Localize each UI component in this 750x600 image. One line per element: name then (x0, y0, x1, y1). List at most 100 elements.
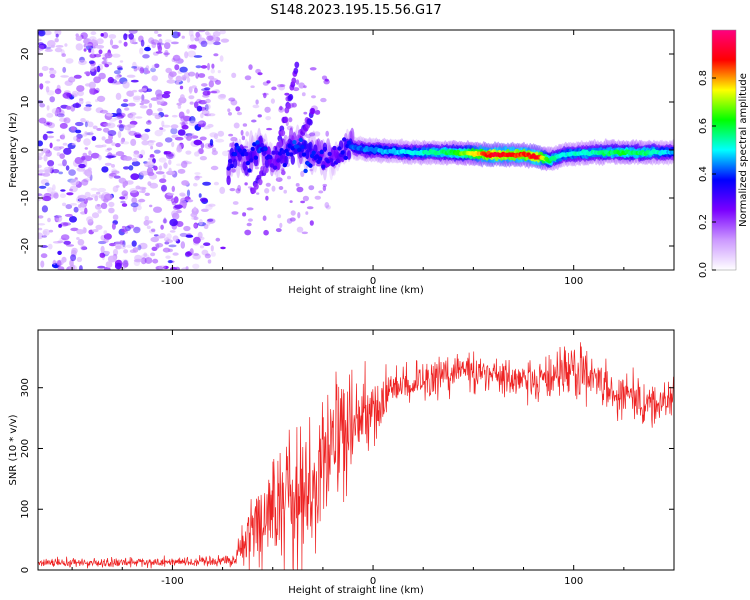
spectrogram-noise-cell (75, 35, 83, 41)
spectrogram-noise-cell (155, 265, 164, 270)
spectrogram-noise-cell (211, 63, 215, 69)
spectrogram-noise-cell (54, 215, 63, 223)
spectrogram-noise-cell (252, 104, 260, 109)
spectrogram-ridge-cell (327, 151, 332, 157)
spectrogram-noise-cell (174, 64, 180, 71)
spectrogram-noise-cell (158, 38, 163, 44)
spectrogram-noise-cell (170, 127, 178, 135)
spectrogram-noise-cell (177, 129, 186, 136)
spectrogram-noise-cell (170, 41, 179, 45)
spectrogram-ridge-cell (335, 158, 340, 163)
spectrogram-noise-cell (114, 117, 122, 120)
spectrogram-noise-cell (47, 40, 56, 48)
spectrogram-noise-cell (207, 113, 216, 117)
spectrogram-noise-cell (198, 30, 206, 33)
spectrogram-noise-cell (77, 239, 85, 246)
spectrogram-noise-cell (300, 170, 305, 177)
spectrogram-noise-cell (69, 185, 78, 193)
spectrogram-noise-cell (62, 202, 67, 207)
spectrogram-noise-cell (215, 237, 221, 242)
spectrogram-noise-cell (236, 111, 243, 116)
spectrogram-noise-cell (185, 135, 193, 141)
spectrogram-noise-cell (116, 108, 122, 116)
spectrogram-noise-cell (149, 182, 159, 189)
spectrogram-noise-cell (281, 170, 286, 176)
spectrogram-noise-cell (117, 67, 123, 71)
spectrogram-noise-cell (206, 35, 214, 41)
snr-y-tick-label: 200 (20, 439, 31, 458)
spectrogram-noise-cell (151, 75, 158, 82)
spectrogram-noise-cell (71, 143, 76, 146)
spectrogram-noise-cell (60, 234, 70, 241)
spectrogram-noise-cell (58, 223, 62, 228)
spectrogram-noise-cell (56, 152, 61, 157)
spectrogram-noise-cell (193, 222, 199, 229)
spectrogram-ridge-cell (276, 158, 281, 163)
spectrogram-noise-cell (142, 54, 150, 59)
spectrogram-noise-cell (139, 67, 145, 74)
spectrogram-noise-cell (175, 75, 182, 83)
spectrogram-noise-cell (42, 133, 48, 141)
spectrogram-noise-cell (57, 260, 62, 268)
spectrogram-ridge-cell (301, 152, 307, 157)
spectrogram-noise-cell (130, 138, 137, 146)
spectrogram-noise-cell (70, 126, 76, 131)
spectrogram-noise-cell (98, 72, 106, 80)
spectrogram-noise-cell (144, 128, 151, 133)
spectrogram-noise-cell (291, 102, 297, 108)
spectrogram-noise-cell (198, 73, 206, 78)
spectrogram-noise-cell (153, 149, 161, 154)
spectrogram-noise-cell (186, 109, 190, 114)
spectrogram-noise-cell (121, 190, 129, 197)
spectrogram-noise-cell (146, 161, 155, 168)
spectrogram-noise-cell (207, 75, 215, 80)
spectrogram-noise-cell (109, 39, 114, 46)
spectrogram-noise-cell (101, 136, 106, 141)
spectrogram-noise-cell (171, 58, 176, 62)
spectrogram-noise-cell (169, 71, 177, 77)
spectrogram-noise-cell (92, 229, 99, 233)
spectrogram-noise-cell (237, 184, 242, 192)
spectrogram-noise-cell (146, 167, 154, 175)
spectrogram-noise-cell (46, 131, 54, 134)
spectrogram-noise-cell (169, 218, 178, 227)
spectrogram-noise-cell (230, 136, 238, 142)
spectrogram-noise-cell (163, 265, 169, 270)
spectrogram-noise-cell (232, 201, 239, 205)
spectrogram-noise-cell (84, 207, 88, 215)
spectrogram-streak-cell (257, 178, 263, 186)
spectrogram-noise-cell (88, 81, 96, 89)
spectrogram-noise-cell (325, 130, 330, 137)
spectrogram-noise-cell (75, 43, 84, 51)
spectrogram-noise-cell (153, 206, 162, 213)
spectrogram-noise-cell (212, 147, 217, 152)
spectrogram-noise-cell (83, 48, 87, 52)
spectrogram-noise-cell (314, 109, 321, 115)
spectrogram-ridge-cell (253, 155, 259, 160)
spectrogram-noise-cell (41, 66, 49, 71)
spectrogram-noise-cell (163, 42, 171, 50)
spectrogram-noise-cell (246, 222, 252, 227)
spectrogram-noise-cell (127, 113, 134, 119)
spectrogram-noise-cell (100, 245, 105, 253)
spectrogram-noise-cell (240, 129, 244, 136)
snr-series-line (38, 342, 674, 570)
spectrogram-noise-cell (63, 147, 72, 155)
spectrogram-noise-cell (122, 141, 130, 145)
spectrogram-noise-cell (103, 230, 108, 235)
spectrogram-noise-cell (169, 230, 176, 233)
spectrogram-ridge-cell (232, 152, 238, 157)
spectrogram-noise-cell (120, 139, 124, 145)
colorbar-tick-label: 0.8 (698, 70, 709, 86)
spectrogram-y-tick-label: 20 (20, 48, 31, 61)
spectrogram-noise-cell (57, 240, 64, 244)
spectrogram-noise-cell (83, 178, 90, 183)
spectrogram-noise-cell (163, 217, 167, 224)
spectrogram-noise-cell (179, 121, 189, 126)
spectrogram-noise-cell (320, 97, 327, 103)
spectrogram-noise-cell (213, 133, 219, 140)
spectrogram-noise-cell (146, 88, 153, 92)
spectrogram-noise-cell (140, 257, 147, 265)
spectrogram-streak-cell (280, 129, 286, 137)
spectrogram-noise-cell (114, 262, 122, 270)
